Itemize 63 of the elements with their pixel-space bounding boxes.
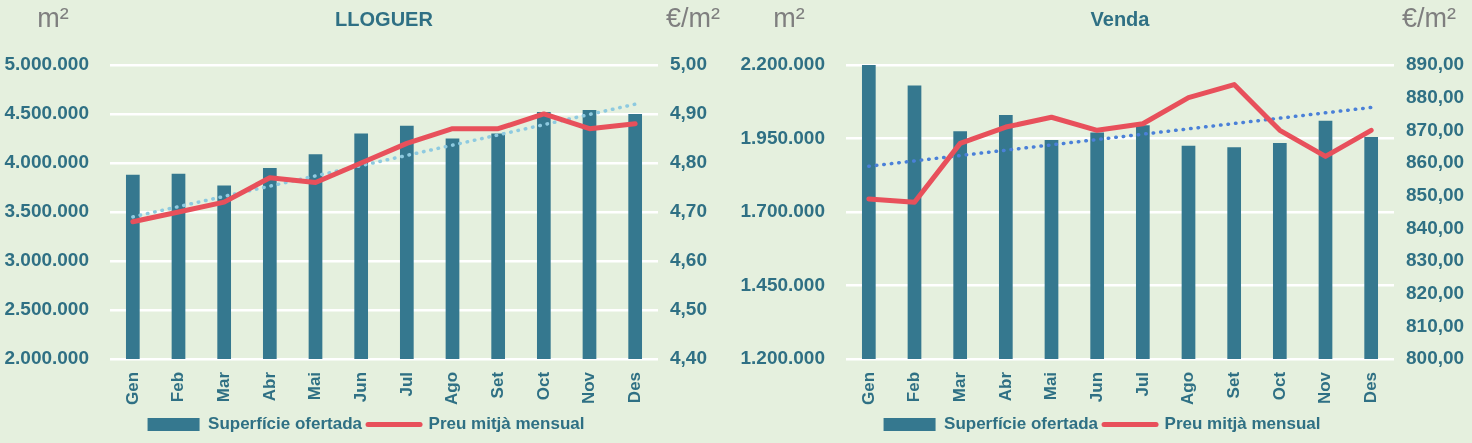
x-tick-label: Set <box>1223 371 1243 399</box>
chart-title: LLOGUER <box>335 7 434 30</box>
y2-tick-label: 840,00 <box>1406 216 1465 238</box>
y2-axis-title: €/m² <box>1402 3 1457 34</box>
x-tick-label: Mar <box>213 371 233 403</box>
x-tick-label: Des <box>1360 371 1380 404</box>
x-tick-label: Gen <box>858 371 878 405</box>
y2-tick-label: 800,00 <box>1406 347 1465 369</box>
y2-tick-label: 4,50 <box>670 298 707 320</box>
x-tick-label: Nov <box>579 371 599 405</box>
y-tick-label: 2.000.000 <box>4 347 89 369</box>
x-tick-label: Jun <box>1086 371 1106 403</box>
y-tick-label: 3.000.000 <box>4 249 89 271</box>
y-tick-label: 4.500.000 <box>4 102 89 124</box>
y-tick-label: 3.500.000 <box>4 200 89 222</box>
x-tick-label: Abr <box>995 371 1015 402</box>
chart-title: Venda <box>1090 7 1151 30</box>
y2-tick-label: 4,40 <box>670 347 707 369</box>
x-tick-label: Nov <box>1315 371 1335 405</box>
y2-tick-label: 850,00 <box>1406 183 1465 205</box>
x-tick-label: Ago <box>442 371 462 405</box>
y-tick-label: 5.000.000 <box>4 53 89 75</box>
y-tick-label: 4.000.000 <box>4 151 89 173</box>
x-tick-label: Abr <box>259 371 279 402</box>
y2-tick-label: 860,00 <box>1406 151 1465 173</box>
y2-tick-label: 5,00 <box>670 53 707 75</box>
y-axis-title: m² <box>773 3 805 34</box>
x-tick-label: Set <box>487 371 507 399</box>
y-tick-label: 1.700.000 <box>740 200 825 222</box>
y2-axis-title: €/m² <box>666 3 721 34</box>
y-axis-title: m² <box>37 3 69 34</box>
legend-label: Superfície ofertada <box>944 414 1099 434</box>
y2-tick-label: 4,60 <box>670 249 707 271</box>
y2-tick-label: 810,00 <box>1406 314 1465 336</box>
x-tick-label: Des <box>624 371 644 404</box>
legend-label: Preu mitjà mensual <box>428 414 585 434</box>
x-tick-label: Feb <box>904 371 924 403</box>
y-tick-label: 2.200.000 <box>740 53 825 75</box>
y-tick-label: 1.200.000 <box>740 347 825 369</box>
x-tick-label: Oct <box>533 371 553 401</box>
y2-tick-label: 4,80 <box>670 151 707 173</box>
legend-label: Preu mitjà mensual <box>1164 414 1321 434</box>
x-tick-label: Jun <box>350 371 370 403</box>
x-tick-label: Feb <box>168 371 188 403</box>
y2-tick-label: 4,70 <box>670 200 707 222</box>
y-tick-label: 1.950.000 <box>740 126 825 148</box>
y2-tick-label: 820,00 <box>1406 281 1465 303</box>
y2-tick-label: 890,00 <box>1406 53 1465 75</box>
y2-tick-label: 4,90 <box>670 102 707 124</box>
y2-tick-label: 830,00 <box>1406 249 1465 271</box>
y-tick-label: 2.500.000 <box>4 298 89 320</box>
y2-tick-label: 870,00 <box>1406 118 1465 140</box>
y-tick-label: 1.450.000 <box>740 273 825 295</box>
x-tick-label: Mai <box>1041 371 1061 401</box>
x-tick-label: Ago <box>1178 371 1198 405</box>
x-tick-label: Jul <box>396 371 416 397</box>
x-tick-label: Oct <box>1269 371 1289 401</box>
x-tick-label: Mai <box>305 371 325 401</box>
legend-label: Superfície ofertada <box>208 414 363 434</box>
y2-tick-label: 880,00 <box>1406 85 1465 107</box>
x-tick-label: Mar <box>949 371 969 403</box>
x-tick-label: Jul <box>1132 371 1152 397</box>
x-tick-label: Gen <box>122 371 142 405</box>
